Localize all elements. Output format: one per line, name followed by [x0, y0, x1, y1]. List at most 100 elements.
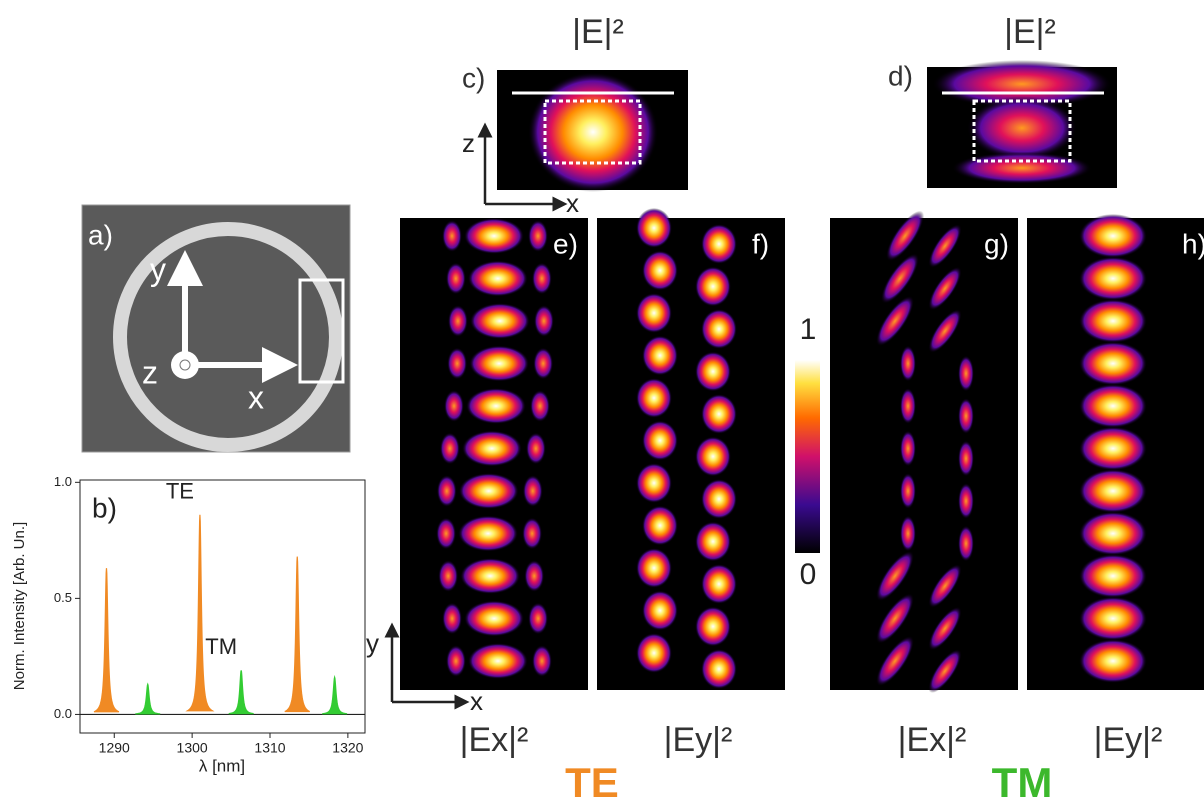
- field-map: [597, 218, 785, 690]
- field-spot: [436, 518, 456, 550]
- field-spot: [462, 431, 522, 467]
- x-tick-label: 1290: [99, 740, 130, 756]
- field-spot: [442, 603, 462, 635]
- field-spot: [958, 398, 974, 434]
- field-spot: [526, 433, 546, 465]
- axis-label: y: [366, 628, 379, 658]
- field-spot: [1079, 342, 1147, 386]
- field-spot: [468, 261, 528, 297]
- y-tick-label: 0.0: [54, 706, 72, 721]
- mode-label: TE: [565, 759, 619, 805]
- field-spot: [900, 346, 916, 382]
- field-spot: [701, 309, 737, 349]
- field-spot: [695, 522, 731, 562]
- y-axis-title: Norm. Intensity [Arb. Un.]: [11, 522, 28, 690]
- panel-label: e): [553, 228, 578, 259]
- field-spot: [447, 348, 467, 380]
- panel-label: h): [1182, 228, 1204, 259]
- field-spot: [952, 152, 1092, 184]
- y-tick-label: 0.5: [54, 590, 72, 605]
- panel-c: |E|² c) z x: [462, 13, 688, 218]
- field-spot: [695, 352, 731, 392]
- map-caption: |Ey|²: [664, 721, 733, 759]
- field-spot: [532, 263, 552, 295]
- spectrum-chart: b) λ [nm] Norm. Intensity [Arb. Un.] 129…: [11, 474, 365, 776]
- field-spot: [642, 591, 678, 631]
- axis-label: y: [150, 251, 166, 287]
- field-spot: [900, 388, 916, 424]
- field-spot: [701, 649, 737, 689]
- field-spot: [900, 516, 916, 552]
- axis-label: x: [566, 188, 579, 218]
- field-spot: [440, 433, 460, 465]
- field-spot: [642, 251, 678, 291]
- field-spot: [967, 96, 1077, 160]
- field-spot: [528, 603, 548, 635]
- field-spot: [442, 220, 462, 252]
- field-spot: [695, 437, 731, 477]
- field-spot: [642, 506, 678, 546]
- field-spot: [636, 208, 672, 248]
- field-spot: [701, 394, 737, 434]
- field-spot: [958, 441, 974, 477]
- field-spot: [900, 431, 916, 467]
- colorbar-min: 0: [800, 558, 817, 591]
- axis-label: z: [142, 354, 158, 390]
- field-spot: [466, 388, 526, 424]
- field-spot: [636, 463, 672, 503]
- series-label: TM: [205, 634, 237, 659]
- field-spot: [695, 607, 731, 647]
- field-spot: [958, 483, 974, 519]
- field-spot: [446, 263, 466, 295]
- field-spot: [528, 220, 548, 252]
- colorbar-max: 1: [800, 313, 817, 346]
- axis-label: x: [470, 686, 483, 716]
- y-tick-label: 1.0: [54, 474, 72, 489]
- panel-label: a): [88, 219, 113, 250]
- field-spot: [642, 421, 678, 461]
- field-spot: [636, 633, 672, 673]
- map-title: |E|²: [1004, 13, 1056, 51]
- axis-label: x: [248, 379, 264, 415]
- field-spot: [1079, 299, 1147, 343]
- field-spot: [534, 305, 554, 337]
- field-spot: [469, 346, 529, 382]
- panel-label: b): [92, 492, 117, 523]
- figure: a) y z x |E|² c) z x |E|² d) e) f) g) h)…: [0, 0, 1204, 805]
- map-caption: |Ey|²: [1094, 721, 1163, 759]
- panel-a: a) y z x: [82, 205, 350, 452]
- field-spot: [958, 356, 974, 392]
- field-spot: [1079, 214, 1147, 258]
- field-spot: [636, 293, 672, 333]
- panel-label: f): [752, 228, 769, 259]
- field-spot: [701, 564, 737, 604]
- field-spot: [532, 645, 552, 677]
- field-spot: [530, 390, 550, 422]
- axis-label: z: [462, 128, 475, 158]
- field-spot: [458, 516, 518, 552]
- map-title: |E|²: [572, 13, 624, 51]
- map-caption: |Ex|²: [460, 721, 529, 759]
- field-spot: [695, 267, 731, 307]
- panel-label: c): [462, 62, 485, 93]
- field-spot: [1079, 257, 1147, 301]
- mode-label: TM: [992, 759, 1053, 805]
- field-spot: [438, 560, 458, 592]
- field-map: [830, 218, 1018, 690]
- x-tick-label: 1320: [332, 740, 363, 756]
- x-tick-label: 1310: [254, 740, 285, 756]
- z-symbol: [171, 351, 199, 379]
- field-spot: [1079, 384, 1147, 428]
- map-caption: |Ex|²: [898, 721, 967, 759]
- field-spot: [459, 473, 519, 509]
- panel-label: g): [984, 228, 1009, 259]
- field-spot: [900, 473, 916, 509]
- field-spot: [464, 218, 524, 254]
- field-spot: [1079, 639, 1147, 683]
- field-spot: [636, 378, 672, 418]
- field-spot: [533, 348, 553, 380]
- field-spot: [468, 643, 528, 679]
- field-spot: [1079, 512, 1147, 556]
- field-spot: [464, 601, 524, 637]
- field-spot: [701, 479, 737, 519]
